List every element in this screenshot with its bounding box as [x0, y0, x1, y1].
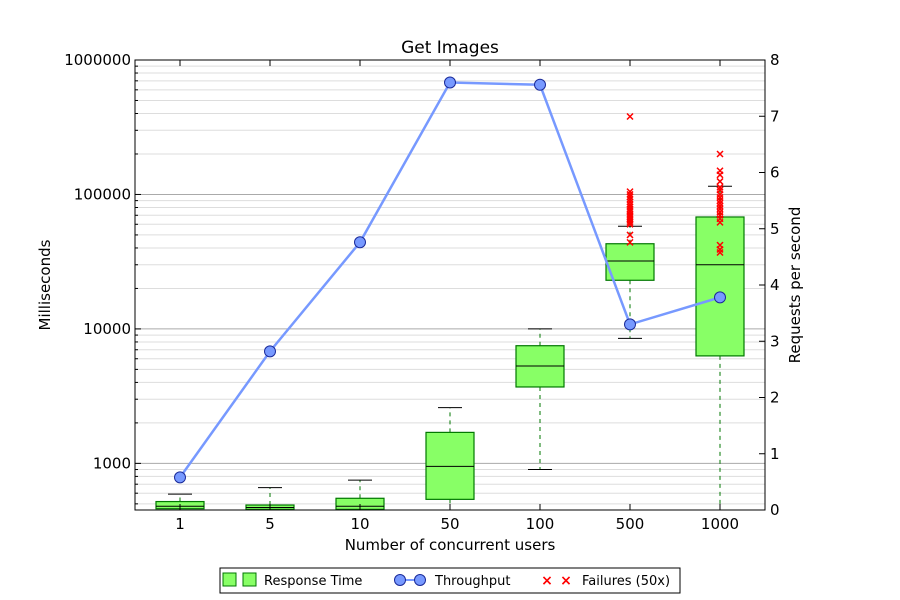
failure-marker — [626, 188, 634, 196]
legend-failure-marker: × — [541, 573, 553, 589]
legend-throughput-marker — [414, 574, 426, 586]
box-100 — [515, 328, 565, 471]
right-tick-label: 6 — [770, 164, 780, 182]
x-tick-label: 1 — [175, 515, 185, 533]
failure-marker — [626, 201, 634, 209]
box-body — [695, 216, 745, 357]
box-500 — [605, 225, 655, 339]
x-tick-label: 50 — [440, 515, 459, 533]
throughput-series — [174, 76, 726, 484]
throughput-point — [354, 236, 366, 249]
right-tick-label: 4 — [770, 276, 780, 294]
failure-marker — [626, 193, 634, 201]
major-grid — [135, 59, 765, 464]
legend-response-swatch — [222, 572, 237, 587]
box-50 — [425, 407, 475, 510]
x-tick-label: 100 — [526, 515, 555, 533]
right-tick-label: 0 — [770, 501, 780, 519]
failure-marker — [626, 198, 634, 206]
legend-failures-label: Failures (50x) — [582, 574, 670, 589]
right-tick-label: 2 — [770, 389, 780, 407]
throughput-point — [534, 78, 546, 91]
x-tick-label: 500 — [616, 515, 645, 533]
left-tick-label: 10000 — [83, 320, 131, 338]
left-tick-label: 1000 — [93, 454, 131, 472]
failure-marker — [716, 186, 724, 194]
right-axis-label: Requests per second — [786, 207, 804, 364]
throughput-point — [444, 76, 456, 89]
chart-title: Get Images — [401, 38, 499, 58]
legend-throughput-marker — [394, 574, 406, 586]
failure-marker — [716, 167, 724, 175]
legend-response-label: Response Time — [264, 574, 362, 589]
legend-failure-marker: × — [560, 573, 572, 589]
right-tick-label: 1 — [770, 445, 780, 463]
throughput-point — [624, 318, 636, 331]
failure-marker — [716, 183, 724, 191]
failure-marker — [716, 150, 724, 158]
response-time-boxes — [155, 185, 745, 510]
failure-marker — [716, 202, 724, 210]
left-tick-label: 1000000 — [64, 51, 131, 69]
failure-marker — [626, 231, 634, 239]
right-tick-label: 7 — [770, 107, 780, 125]
throughput-point — [174, 471, 186, 484]
failure-marker — [626, 238, 634, 246]
failure-marker — [716, 241, 724, 249]
left-axis-label: Milliseconds — [36, 239, 54, 330]
legend-response-swatch — [242, 572, 257, 587]
minor-grid — [135, 65, 765, 505]
right-tick-label: 5 — [770, 220, 780, 238]
failure-markers — [626, 112, 724, 257]
x-tick-label: 1000 — [701, 515, 739, 533]
legend: Response Time Throughput × × Failures (5… — [219, 567, 681, 594]
box-1000 — [695, 185, 745, 510]
legend-throughput-label: Throughput — [434, 574, 511, 589]
failure-marker — [716, 205, 724, 213]
throughput-point — [714, 291, 726, 304]
legend-box — [219, 567, 681, 594]
failure-marker — [716, 177, 724, 185]
failure-marker — [716, 199, 724, 207]
throughput-point — [264, 345, 276, 358]
failure-marker — [626, 190, 634, 198]
x-tick-label: 5 — [265, 515, 275, 533]
x-axis-ticks: 1 5 10 50 100 500 1000 — [175, 60, 739, 533]
left-axis-ticks: 1000 10000 100000 1000000 — [64, 51, 141, 505]
box-body — [605, 243, 655, 281]
failure-marker — [626, 112, 634, 121]
right-tick-label: 8 — [770, 51, 780, 69]
x-tick-label: 10 — [350, 515, 369, 533]
right-tick-label: 3 — [770, 332, 780, 350]
left-tick-label: 100000 — [74, 185, 131, 203]
right-axis-ticks: 0 1 2 3 4 5 6 7 8 — [759, 51, 780, 519]
x-axis-label: Number of concurrent users — [345, 536, 556, 554]
